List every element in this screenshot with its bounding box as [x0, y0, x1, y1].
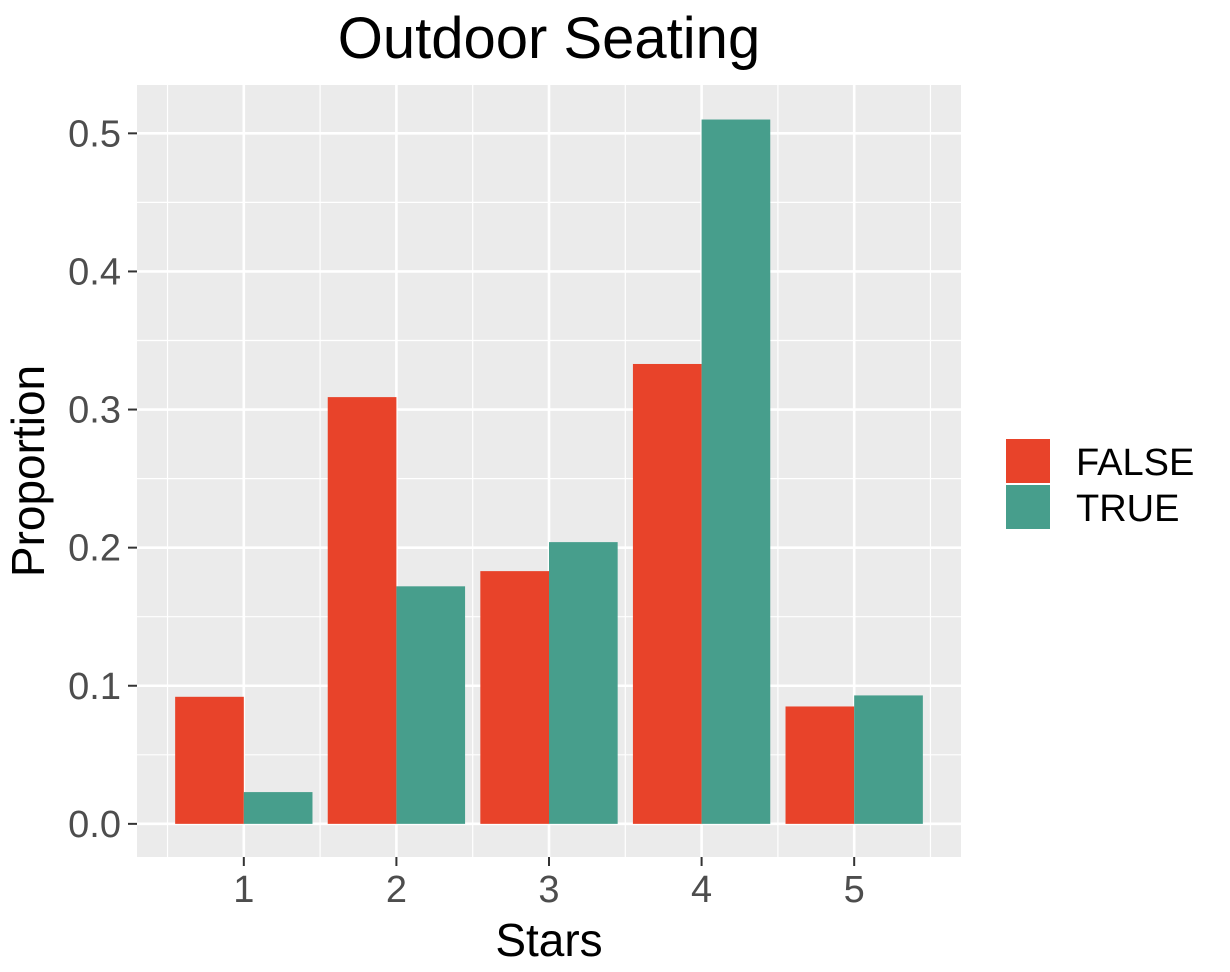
x-tick-label: 4 — [691, 869, 712, 911]
y-tick-label: 0.0 — [68, 804, 121, 846]
bar-false-2 — [327, 397, 397, 824]
chart-title: Outdoor Seating — [338, 6, 760, 71]
y-axis: 0.0 0.1 0.2 0.3 0.4 0.5 — [68, 113, 137, 846]
legend-label-true: TRUE — [1076, 488, 1179, 530]
bar-true-5 — [854, 695, 923, 824]
bar-true-1 — [243, 792, 313, 824]
x-tick-label: 2 — [386, 869, 407, 911]
y-tick-label: 0.1 — [68, 666, 121, 708]
y-tick-label: 0.5 — [68, 113, 121, 155]
legend-key-true — [1006, 485, 1050, 529]
bar-false-5 — [785, 706, 855, 824]
bar-false-1 — [175, 696, 244, 824]
x-tick-label: 3 — [538, 869, 559, 911]
bar-true-3 — [549, 542, 618, 824]
bar-true-4 — [701, 119, 771, 824]
x-axis-title: Stars — [495, 914, 602, 966]
bar-false-4 — [632, 363, 702, 824]
x-axis: 1 2 3 4 5 — [233, 857, 865, 911]
bar-true-2 — [396, 586, 466, 824]
bar-false-3 — [480, 571, 549, 824]
y-tick-label: 0.3 — [68, 390, 121, 432]
x-tick-label: 5 — [844, 869, 865, 911]
legend-key-false — [1006, 439, 1050, 483]
y-tick-label: 0.4 — [68, 251, 121, 293]
bars — [175, 119, 923, 824]
x-tick-label: 1 — [233, 869, 254, 911]
y-axis-title: Proportion — [2, 365, 54, 577]
legend-label-false: FALSE — [1076, 442, 1194, 484]
y-tick-label: 0.2 — [68, 528, 121, 570]
